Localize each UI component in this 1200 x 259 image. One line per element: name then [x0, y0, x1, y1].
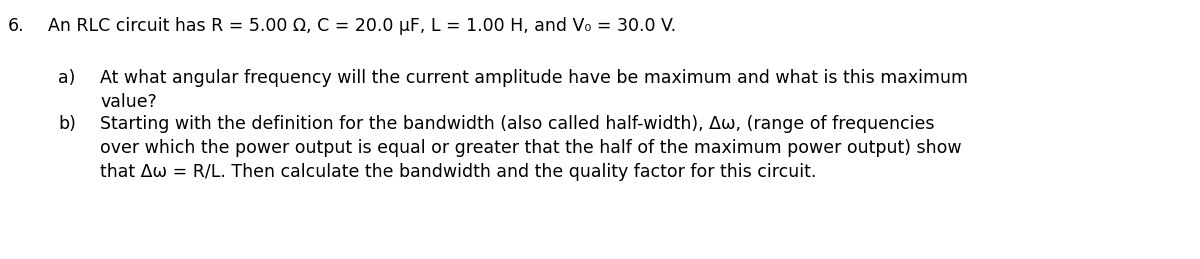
- Text: 6.: 6.: [8, 17, 25, 35]
- Text: Starting with the definition for the bandwidth (also called half-width), Δω, (ra: Starting with the definition for the ban…: [100, 115, 935, 133]
- Text: that Δω = R/L. Then calculate the bandwidth and the quality factor for this circ: that Δω = R/L. Then calculate the bandwi…: [100, 163, 816, 181]
- Text: over which the power output is equal or greater that the half of the maximum pow: over which the power output is equal or …: [100, 139, 961, 157]
- Text: An RLC circuit has R = 5.00 Ω, C = 20.0 μF, L = 1.00 H, and V₀ = 30.0 V.: An RLC circuit has R = 5.00 Ω, C = 20.0 …: [48, 17, 676, 35]
- Text: At what angular frequency will the current amplitude have be maximum and what is: At what angular frequency will the curre…: [100, 69, 968, 87]
- Text: b): b): [58, 115, 76, 133]
- Text: value?: value?: [100, 93, 157, 111]
- Text: a): a): [58, 69, 76, 87]
